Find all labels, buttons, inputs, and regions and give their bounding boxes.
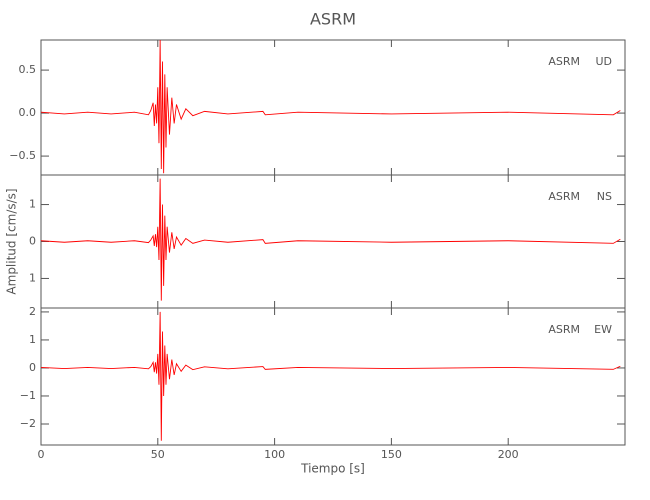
x-axis-label: Tiempo [s]	[300, 462, 365, 476]
y-tick-label: 0.0	[19, 106, 37, 119]
waveform	[40, 39, 621, 174]
panel-frame	[40, 307, 626, 446]
x-tick-label: 0	[38, 448, 45, 461]
y-tick-label: −1	[20, 389, 36, 402]
x-tick-label: 100	[264, 448, 285, 461]
y-tick-label: 0	[29, 235, 36, 248]
y-tick-label: 1	[29, 271, 36, 284]
y-tick-label: −0.5	[9, 149, 36, 162]
x-tick-label: 150	[381, 448, 402, 461]
y-tick-label: 0.5	[19, 63, 37, 76]
station-label: ASRM	[548, 190, 580, 203]
waveform	[40, 311, 621, 441]
chart-title: ASRM	[310, 10, 356, 29]
y-tick-label: 1	[29, 333, 36, 346]
component-label: NS	[597, 190, 612, 203]
y-tick-label: 2	[29, 305, 36, 318]
waveform	[40, 178, 621, 301]
panel-frame	[40, 39, 626, 176]
y-axis-label: Amplitud [cm/s/s]	[5, 188, 19, 294]
y-tick-label: 1	[29, 198, 36, 211]
y-tick-label: 0	[29, 361, 36, 374]
x-tick-label: 200	[498, 448, 519, 461]
station-label: ASRM	[548, 323, 580, 336]
station-label: ASRM	[548, 55, 580, 68]
component-label: UD	[595, 55, 612, 68]
x-tick-label: 50	[151, 448, 165, 461]
component-label: EW	[594, 323, 612, 336]
y-tick-label: −2	[20, 417, 36, 430]
